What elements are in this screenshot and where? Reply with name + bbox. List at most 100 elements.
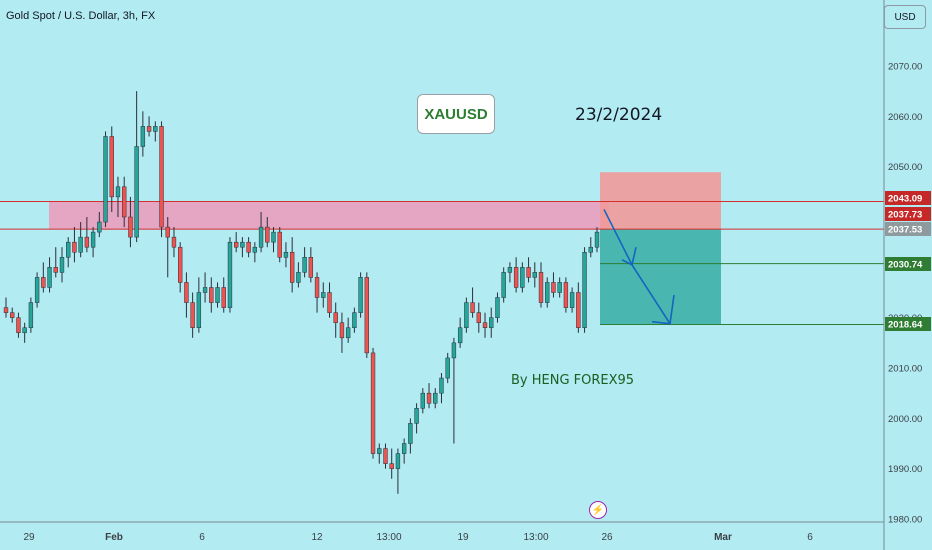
y-tick-label: 2070.00: [888, 62, 922, 73]
candle-body: [34, 277, 40, 303]
x-tick-label: 12: [311, 532, 323, 543]
candle-body: [202, 287, 208, 293]
candle-body: [146, 126, 152, 132]
candle-body: [252, 246, 258, 253]
candle-body: [289, 251, 295, 283]
x-tick-label: 29: [23, 532, 35, 543]
resistance-zone: [49, 201, 609, 230]
candle-body: [327, 292, 332, 313]
y-tick-label: 2010.00: [888, 364, 922, 375]
price-badge-label: 2043.09: [888, 194, 922, 205]
projection-arrow-head-2: [651, 294, 675, 325]
x-tick-label: 13:00: [523, 532, 548, 543]
candle-body: [576, 292, 581, 328]
candle-body: [377, 448, 382, 454]
candle-body: [209, 287, 214, 303]
price-axis-panel: [884, 0, 932, 550]
candle-body: [109, 136, 114, 198]
price-badge: [885, 317, 931, 331]
candle-body: [227, 241, 233, 308]
candle-body: [283, 251, 289, 258]
candle-body: [240, 241, 245, 248]
candle-body: [551, 282, 556, 293]
candle-body: [339, 322, 345, 339]
candle-body: [171, 236, 177, 248]
x-tick-label: 13:00: [376, 532, 401, 543]
symbol-title: Gold Spot / U.S. Dollar, 3h, FX: [6, 10, 156, 22]
candle-body: [134, 146, 139, 238]
date-annotation: 23/2/2024: [575, 105, 663, 125]
candle-body: [557, 282, 562, 293]
candle-body: [582, 251, 587, 328]
y-tick-label: 2050.00: [888, 162, 922, 173]
candle-body: [277, 231, 282, 258]
candle-body: [501, 272, 506, 298]
candle-body: [53, 267, 58, 273]
candle-body: [140, 126, 146, 147]
candle-body: [389, 463, 394, 469]
candle-body: [196, 292, 202, 328]
candle-body: [482, 322, 488, 328]
lightning-icon[interactable]: ⚡: [589, 501, 607, 519]
candle-body: [265, 226, 270, 243]
candle-body: [190, 302, 195, 328]
candle-body: [457, 327, 463, 344]
candle-body: [22, 327, 27, 334]
candle-body: [352, 312, 357, 328]
candle-body: [513, 267, 519, 288]
candle-body: [84, 236, 90, 248]
x-tick-label: 26: [601, 532, 613, 543]
candle-body: [3, 307, 9, 313]
x-tick-label: Feb: [105, 532, 123, 543]
candle-body: [426, 392, 432, 404]
candle-body: [78, 236, 83, 253]
candle-body: [594, 231, 600, 248]
candle-body: [439, 377, 444, 394]
candle-body: [445, 357, 450, 379]
candle-body: [588, 246, 593, 253]
candle-body: [464, 302, 469, 328]
candle-body: [28, 302, 34, 328]
candle-body: [383, 448, 388, 464]
candle-body: [520, 267, 525, 288]
candle-body: [246, 241, 251, 253]
candle-body: [489, 317, 494, 328]
candle-body: [476, 312, 481, 323]
candle-body: [538, 272, 544, 303]
candle-body: [47, 267, 52, 288]
candle-body: [115, 186, 121, 198]
candle-body: [401, 443, 407, 454]
y-tick-label: 1990.00: [888, 464, 922, 475]
candle-body: [59, 257, 65, 273]
candle-body: [470, 302, 475, 313]
candle-body: [420, 392, 425, 409]
y-tick-label: 1980.00: [888, 515, 922, 526]
price-badge: [885, 191, 931, 205]
y-tick-label: 2060.00: [888, 112, 922, 123]
candle-body: [314, 277, 320, 298]
x-tick-label: Mar: [714, 532, 732, 543]
price-badge: [885, 222, 931, 236]
x-tick-label: 19: [457, 532, 469, 543]
candle-body: [302, 257, 307, 273]
price-badge-label: 2030.74: [888, 260, 923, 271]
candle-body: [433, 392, 438, 404]
candle-body: [178, 246, 183, 283]
candle-body: [526, 267, 531, 278]
price-badge-label: 2018.64: [888, 320, 923, 331]
candle-body: [97, 221, 102, 233]
currency-button[interactable]: USD: [884, 5, 926, 29]
y-tick-label: 2000.00: [888, 414, 922, 425]
candle-body: [321, 292, 326, 298]
candle-body: [395, 453, 401, 469]
candle-body: [165, 226, 170, 238]
price-badge-label: 2037.53: [888, 225, 922, 236]
candle-body: [153, 126, 158, 132]
candle-body: [10, 312, 15, 318]
candle-body: [545, 282, 550, 303]
candle-body: [221, 287, 226, 308]
candle-body: [296, 272, 301, 283]
x-tick-label: 6: [807, 532, 813, 543]
